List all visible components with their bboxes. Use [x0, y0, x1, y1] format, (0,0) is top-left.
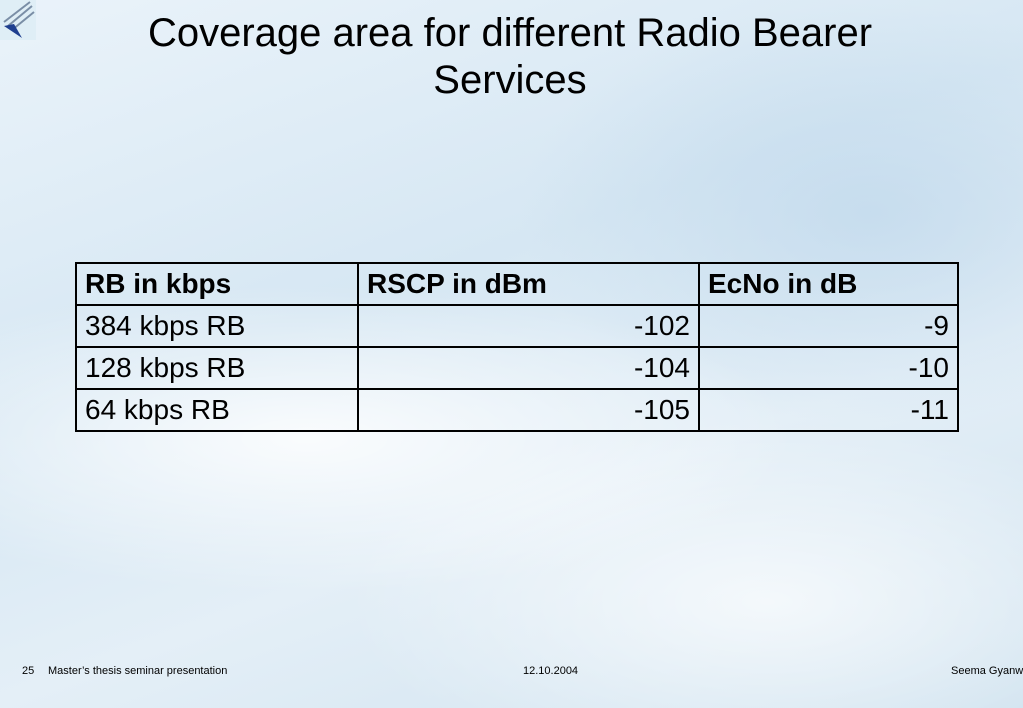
cell: -10 [698, 346, 959, 390]
page-number: 25 [22, 665, 35, 677]
table-header: RB in kbps RSCP in dBm EcNo in dB [75, 262, 959, 306]
logo [0, 0, 36, 40]
cell: -102 [357, 304, 700, 348]
cell: 128 kbps RB [75, 346, 359, 390]
cell: -9 [698, 304, 959, 348]
header-cell: EcNo in dB [698, 262, 959, 306]
header-cell: RB in kbps [75, 262, 359, 306]
data-table: RB in kbps RSCP in dBm EcNo in dB 384 kb… [75, 262, 959, 432]
table-row: 128 kbps RB -104 -10 [75, 346, 959, 390]
footer-text: Master’s thesis seminar presentation [48, 665, 228, 677]
table-row: 64 kbps RB -105 -11 [75, 388, 959, 432]
footer-author: Seema Gyanw [951, 665, 1023, 677]
cell: -105 [357, 388, 700, 432]
slide-title: Coverage area for different Radio Bearer… [147, 11, 873, 102]
cell: 64 kbps RB [75, 388, 359, 432]
cell: -104 [357, 346, 700, 390]
footer-date: 12.10.2004 [523, 665, 579, 677]
cell: 384 kbps RB [75, 304, 359, 348]
header-cell: RSCP in dBm [357, 262, 700, 306]
cell: -11 [698, 388, 959, 432]
table-row: 384 kbps RB -102 -9 [75, 304, 959, 348]
logo-arrow [4, 24, 22, 38]
